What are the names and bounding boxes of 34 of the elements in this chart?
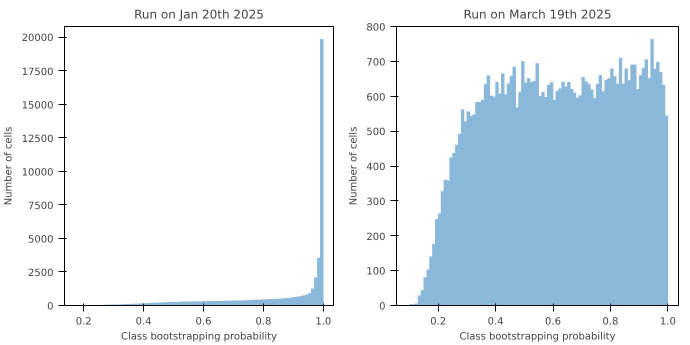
y-axis-title: Number of cells — [4, 126, 15, 206]
y-tick-label: 300 — [366, 196, 386, 208]
y-tick-label: 700 — [366, 57, 386, 68]
x-tick-label: 0.2 — [430, 316, 446, 328]
x-tick-label: 1.0 — [315, 316, 332, 328]
y-tick-label: 17500 — [22, 66, 54, 78]
y-tick-label: 800 — [366, 22, 386, 34]
x-tick-label: 0.6 — [545, 316, 561, 328]
x-tick-label: 0.8 — [602, 316, 618, 328]
x-axis-title: Class bootstrapping probability — [120, 332, 278, 342]
y-tick-label: 10000 — [22, 167, 54, 178]
y-tick-label: 0 — [47, 302, 54, 312]
y-tick-label: 600 — [366, 92, 386, 104]
chart-title: Run on Jan 20th 2025 — [134, 8, 264, 22]
y-tick-label: 5000 — [28, 234, 54, 246]
x-tick-label: 0.6 — [196, 316, 212, 328]
x-tick-label: 0.4 — [136, 316, 152, 328]
y-tick-label: 100 — [366, 266, 386, 278]
y-tick-label: 7500 — [28, 200, 54, 212]
y-tick-label: 400 — [366, 162, 386, 173]
y-tick-label: 2500 — [28, 268, 54, 279]
y-tick-label: 200 — [366, 232, 386, 243]
y-tick-label: 500 — [366, 127, 386, 138]
x-tick-label: 0.8 — [255, 316, 272, 328]
x-axis-title: Class bootstrapping probability — [459, 332, 616, 342]
y-tick-label: 20000 — [22, 33, 54, 44]
chart-title: Run on March 19th 2025 — [464, 8, 612, 22]
y-tick-label: 0 — [379, 302, 386, 312]
x-tick-label: 0.4 — [488, 316, 504, 328]
y-axis-title: Number of cells — [348, 126, 360, 206]
x-tick-label: 0.2 — [76, 316, 92, 328]
y-tick-label: 15000 — [22, 100, 54, 112]
y-tick-label: 12500 — [22, 134, 54, 145]
x-tick-label: 1.0 — [660, 316, 676, 328]
